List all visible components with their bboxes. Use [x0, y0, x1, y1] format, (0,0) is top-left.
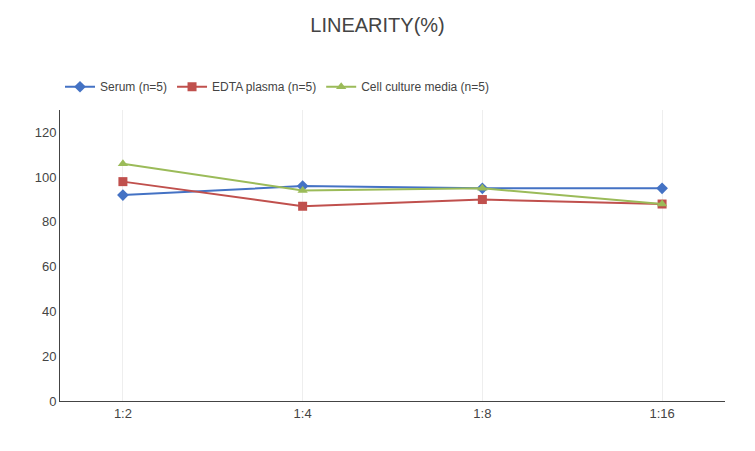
svg-text:60: 60	[42, 259, 56, 274]
svg-text:Serum (n=5): Serum (n=5)	[100, 80, 167, 94]
svg-text:Cell culture media (n=5): Cell culture media (n=5)	[361, 80, 489, 94]
svg-text:1:2: 1:2	[114, 406, 132, 421]
svg-text:1:16: 1:16	[649, 406, 674, 421]
svg-text:1:4: 1:4	[294, 406, 312, 421]
svg-text:1:8: 1:8	[473, 406, 491, 421]
svg-text:0: 0	[49, 394, 56, 409]
svg-text:40: 40	[42, 304, 56, 319]
svg-text:80: 80	[42, 214, 56, 229]
svg-text:20: 20	[42, 349, 56, 364]
svg-text:100: 100	[35, 170, 57, 185]
svg-text:120: 120	[35, 125, 57, 140]
svg-text:LINEARITY(%): LINEARITY(%)	[310, 14, 444, 36]
svg-text:EDTA plasma (n=5): EDTA plasma (n=5)	[212, 80, 316, 94]
